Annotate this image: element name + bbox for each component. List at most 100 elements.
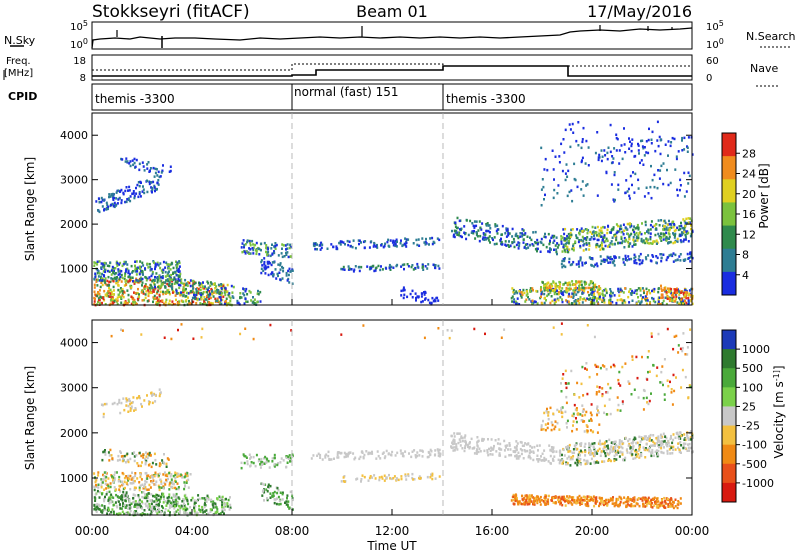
echo-point: [592, 454, 595, 458]
echo-point: [121, 292, 124, 296]
echo-point: [286, 247, 289, 250]
echo-point: [135, 512, 138, 515]
echo-point: [107, 290, 110, 293]
echo-point: [158, 274, 161, 278]
echo-point: [601, 155, 604, 158]
echo-point: [603, 301, 606, 304]
echo-point: [628, 290, 630, 293]
echo-point: [643, 437, 646, 441]
echo-point: [609, 292, 612, 295]
echo-point: [113, 201, 116, 205]
echo-point: [628, 301, 631, 304]
echo-point: [224, 300, 227, 303]
echo-point: [120, 451, 122, 454]
echo-point: [400, 475, 403, 478]
echo-point: [94, 272, 97, 275]
echo-point: [505, 244, 508, 247]
echo-point: [98, 279, 101, 282]
echo-point: [194, 281, 197, 285]
echo-point: [108, 264, 111, 268]
echo-point: [562, 498, 565, 502]
echo-point: [686, 252, 689, 256]
echo-point: [649, 223, 652, 227]
echo-point: [380, 244, 383, 247]
echo-point: [216, 291, 219, 294]
echo-point: [497, 438, 500, 441]
echo-point: [286, 251, 289, 254]
echo-point: [142, 165, 145, 168]
echo-point: [430, 450, 433, 453]
echo-point: [179, 473, 182, 476]
echo-point: [516, 499, 518, 502]
echo-point: [107, 506, 110, 510]
echo-point: [154, 458, 157, 462]
echo-point: [259, 466, 262, 469]
echo-point: [154, 264, 157, 267]
echo-point: [627, 232, 629, 236]
echo-point: [665, 235, 668, 239]
echo-point: [122, 493, 125, 496]
echo-point: [150, 502, 153, 505]
echo-point: [103, 299, 106, 302]
echo-point: [177, 270, 180, 273]
echo-point: [511, 227, 514, 231]
echo-point: [142, 185, 144, 188]
echo-point: [141, 405, 143, 408]
echo-point: [636, 239, 639, 242]
echo-point: [328, 457, 331, 461]
echo-point: [178, 261, 181, 265]
echo-point: [600, 262, 603, 266]
cpid-label: CPID: [8, 90, 37, 103]
echo-point: [590, 497, 592, 501]
echo-point: [283, 255, 286, 258]
echo-point: [559, 454, 562, 457]
echo-point: [243, 244, 246, 247]
echo-point: [468, 442, 471, 445]
echo-point: [171, 291, 174, 294]
echo-point: [568, 190, 571, 194]
echo-point: [139, 396, 141, 400]
echo-point: [560, 142, 563, 146]
echo-point: [212, 295, 215, 298]
echo-point: [289, 245, 292, 249]
echo-point: [562, 245, 565, 249]
echo-point: [590, 300, 592, 304]
echo-point: [400, 477, 403, 481]
echo-point: [425, 242, 428, 245]
echo-point: [172, 498, 175, 502]
echo-point: [101, 296, 104, 299]
echo-point: [287, 457, 290, 460]
echo-point: [128, 397, 131, 401]
echo-point: [287, 273, 290, 277]
echo-point: [580, 496, 583, 500]
echo-point: [509, 448, 512, 451]
echo-point: [572, 296, 575, 299]
echo-point: [166, 291, 169, 295]
echo-point: [275, 243, 278, 247]
echo-point: [454, 231, 457, 235]
echo-point: [561, 503, 564, 507]
echo-point: [203, 503, 206, 506]
echo-point: [543, 289, 546, 292]
echo-point: [212, 291, 215, 294]
echo-point: [157, 498, 160, 502]
echo-point: [384, 242, 387, 245]
echo-point: [529, 287, 532, 290]
echo-point: [127, 271, 130, 275]
echo-point: [506, 444, 509, 447]
echo-point: [651, 254, 654, 257]
echo-point: [429, 453, 432, 456]
echo-point: [155, 497, 158, 500]
echo-point: [142, 453, 145, 456]
echo-point: [104, 479, 107, 483]
echo-point: [170, 261, 173, 265]
echo-point: [547, 498, 550, 501]
echo-point: [593, 461, 596, 465]
echo-point: [110, 277, 113, 280]
echo-point: [152, 260, 155, 263]
echo-point: [125, 504, 128, 507]
echo-point: [528, 502, 531, 506]
echo-point: [274, 498, 277, 501]
echo-point: [669, 505, 672, 508]
echo-point: [637, 234, 640, 237]
